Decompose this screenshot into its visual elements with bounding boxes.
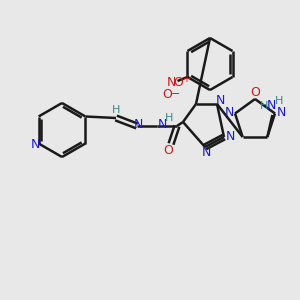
Text: N: N (215, 94, 225, 106)
Text: O: O (163, 143, 173, 157)
Text: O: O (163, 88, 172, 100)
Text: H: H (112, 105, 120, 115)
Text: H: H (165, 113, 173, 123)
Text: H: H (275, 96, 284, 106)
Text: −: − (171, 89, 180, 99)
Text: O: O (173, 76, 183, 88)
Text: N: N (133, 118, 143, 130)
Text: N: N (201, 146, 211, 158)
Text: N: N (157, 118, 167, 130)
Text: O: O (250, 85, 260, 98)
Text: H: H (260, 101, 269, 111)
Text: +: + (182, 74, 190, 84)
Text: N: N (267, 100, 276, 112)
Text: N: N (276, 106, 286, 119)
Text: N: N (31, 138, 40, 151)
Text: N: N (224, 106, 234, 119)
Text: N: N (225, 130, 235, 142)
Text: N: N (167, 76, 176, 88)
